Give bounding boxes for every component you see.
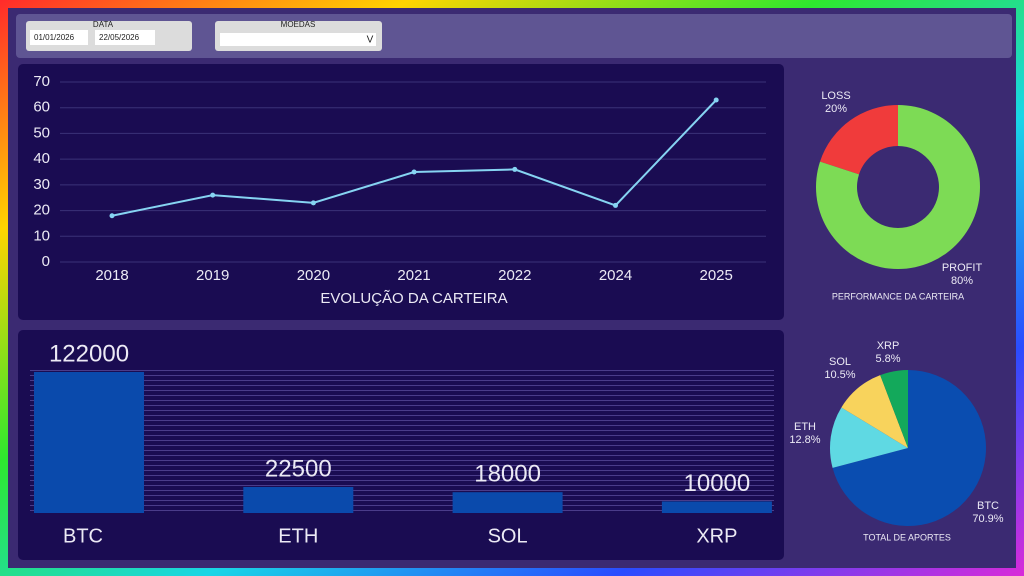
slice-label: PROFIT <box>942 262 983 274</box>
donut-slice <box>815 105 981 269</box>
x-axis-label: EVOLUÇÃO DA CARTEIRA <box>320 290 507 307</box>
chart-title: TOTAL DE APORTES <box>863 532 951 542</box>
bar <box>661 501 772 513</box>
slice-label: BTC <box>977 500 999 512</box>
x-tick-label: 2025 <box>700 267 733 284</box>
coin-label: MOEDAS <box>281 20 316 29</box>
bar-value-label: 10000 <box>684 470 751 497</box>
chart-title: PERFORMANCE DA CARTEIRA <box>832 291 964 301</box>
date-label: DATA <box>93 20 114 29</box>
bar <box>34 372 144 513</box>
slice-value: 10.5% <box>824 369 855 381</box>
date-start: 01/01/2026 <box>34 33 75 42</box>
bar-value-label: 122000 <box>49 340 129 367</box>
x-tick-label: BTC <box>63 525 103 547</box>
point <box>411 169 417 175</box>
slice-value: 80% <box>951 275 973 287</box>
date-start-input[interactable] <box>30 30 88 45</box>
donut-slice <box>820 105 898 175</box>
point <box>310 200 316 206</box>
pie-slice <box>830 407 908 468</box>
point <box>713 97 719 103</box>
pie-slice <box>880 370 908 448</box>
x-tick-label: XRP <box>696 525 737 547</box>
slice-label: XRP <box>877 340 900 352</box>
slice-label: LOSS <box>821 90 850 102</box>
x-tick-label: 2020 <box>297 267 330 284</box>
slice-label: SOL <box>829 356 851 368</box>
bar <box>243 486 354 513</box>
bar-value-label: 18000 <box>474 461 541 488</box>
date-end: 22/05/2026 <box>99 33 140 42</box>
x-tick-label: 2024 <box>599 267 632 284</box>
line-panel <box>18 64 784 320</box>
slice-value: 12.8% <box>789 434 820 446</box>
slice-value: 5.8% <box>875 353 900 365</box>
pie-slice <box>841 375 908 448</box>
slice-label: ETH <box>794 421 816 433</box>
point <box>210 192 216 198</box>
slice-value: 20% <box>825 103 847 115</box>
y-tick-label: 30 <box>33 176 50 193</box>
x-tick-label: 2019 <box>196 267 229 284</box>
y-tick-label: 40 <box>33 150 50 167</box>
y-tick-label: 50 <box>33 124 50 141</box>
y-tick-label: 20 <box>33 202 50 219</box>
point <box>512 166 518 172</box>
x-tick-label: ETH <box>278 525 318 547</box>
bar-value-label: 22500 <box>265 455 332 482</box>
pie-slice <box>832 370 987 527</box>
coin-dropdown[interactable] <box>220 33 376 46</box>
date-end-input[interactable] <box>95 30 155 45</box>
y-tick-label: 60 <box>33 99 50 116</box>
point <box>109 213 115 219</box>
slice-value: 70.9% <box>972 513 1003 525</box>
x-tick-label: 2022 <box>498 267 531 284</box>
y-tick-label: 0 <box>42 253 50 270</box>
x-tick-label: 2018 <box>95 267 128 284</box>
x-tick-label: 2021 <box>397 267 430 284</box>
point <box>613 202 618 208</box>
x-tick-label: SOL <box>488 525 528 547</box>
bar <box>452 492 563 513</box>
bar-background <box>30 370 774 513</box>
y-tick-label: 70 <box>33 73 50 90</box>
y-tick-label: 10 <box>33 227 50 244</box>
dropdown-arrow: V <box>367 35 374 46</box>
